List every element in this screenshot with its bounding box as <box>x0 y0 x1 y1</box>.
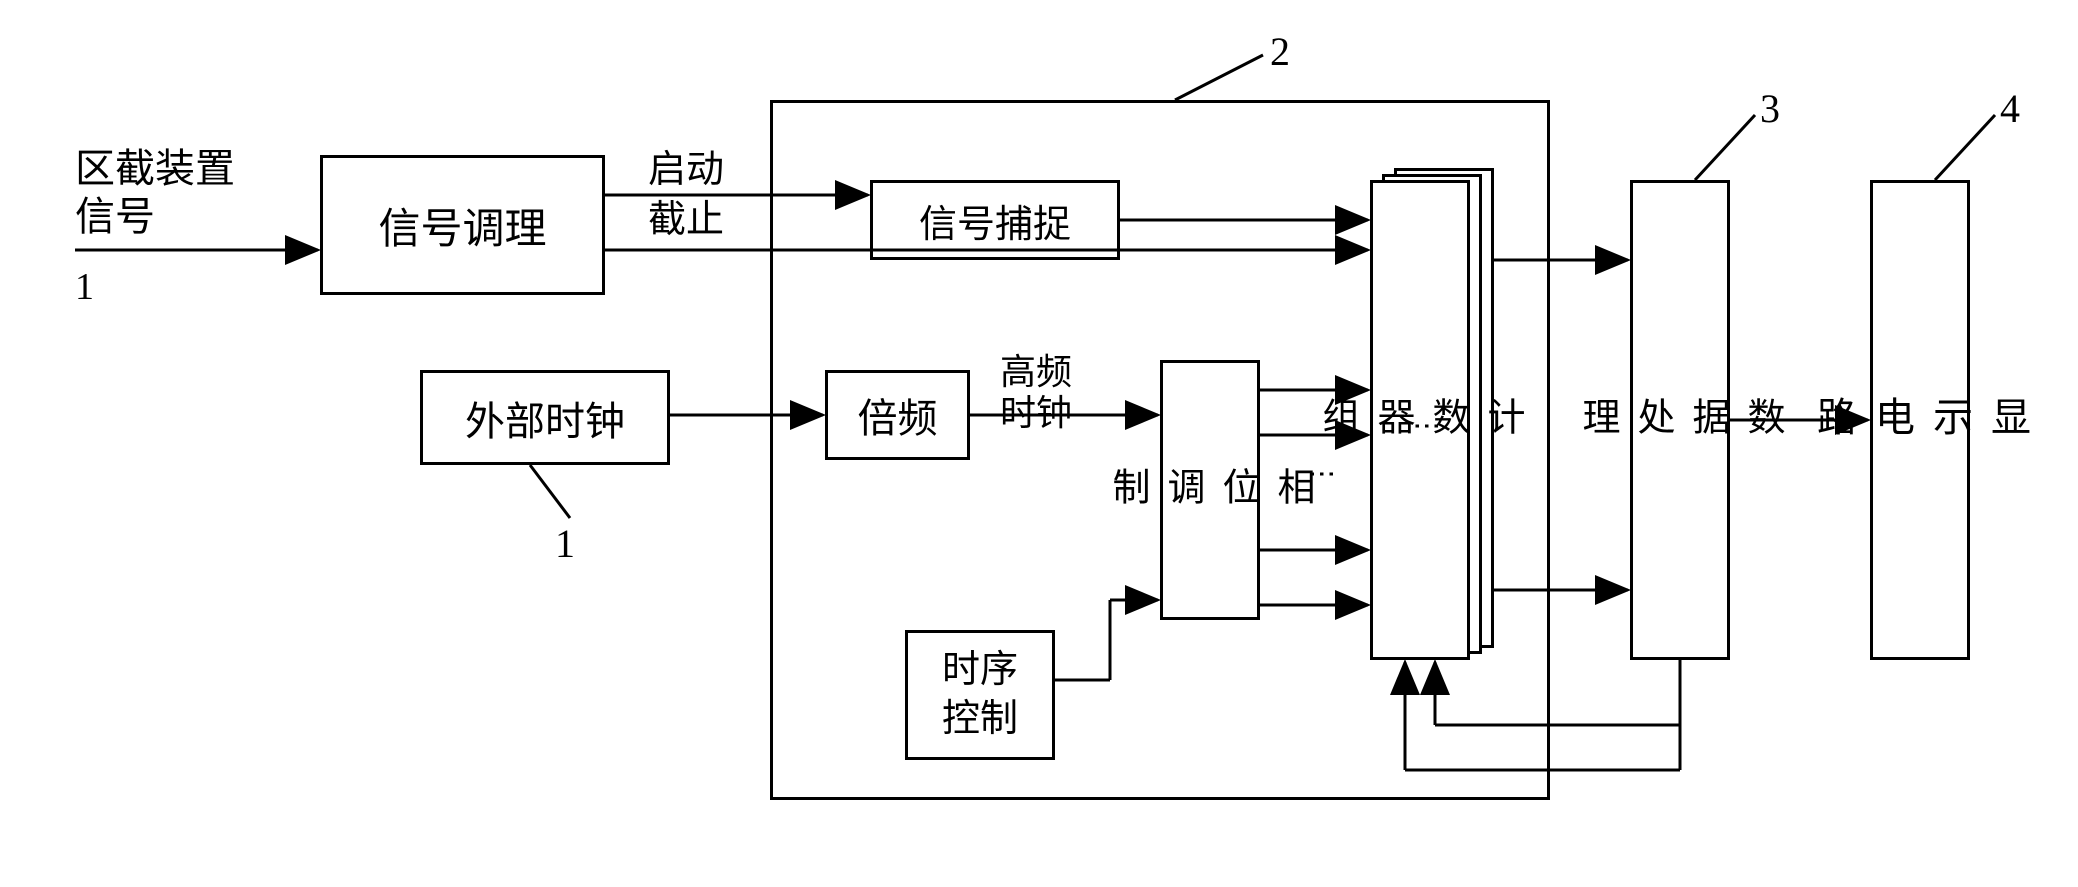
block-signal-capture: 信号捕捉 <box>870 180 1120 260</box>
edge-label-stop: 截止 <box>648 188 724 243</box>
block-external-clock: 外部时钟 <box>420 370 670 465</box>
ref-number-1-input: 1 <box>75 265 94 309</box>
block-signal-capture-label: 信号捕捉 <box>919 193 1071 248</box>
block-timing-control: 时序 控制 <box>905 630 1055 760</box>
block-signal-conditioning-label: 信号调理 <box>378 195 546 256</box>
block-phase-modulation-label: 相 位 调 制 <box>1100 467 1320 513</box>
ref-number-1-leader: 1 <box>555 520 575 567</box>
dots-phase-to-counter: ⋮ <box>1305 460 1338 485</box>
block-display-circuit: 显 示 电 路 <box>1870 180 1970 660</box>
dots-counter-internal: ⋮ <box>1410 412 1443 437</box>
block-timing-control-label: 时序 控制 <box>942 646 1018 745</box>
block-phase-modulation: 相 位 调 制 <box>1160 360 1260 620</box>
edge-label-start: 启动 <box>648 138 724 193</box>
ref-number-2: 2 <box>1270 28 1290 75</box>
block-signal-conditioning: 信号调理 <box>320 155 605 295</box>
block-multiplier: 倍频 <box>825 370 970 460</box>
ref-number-4: 4 <box>2000 85 2020 132</box>
block-display-circuit-label: 显 示 电 路 <box>1804 396 2036 444</box>
ref-number-3: 3 <box>1760 85 1780 132</box>
input-label: 区截装置 信号 <box>75 145 235 241</box>
block-multiplier-label: 倍频 <box>858 386 938 444</box>
block-external-clock-label: 外部时钟 <box>465 389 625 447</box>
edge-label-hf-clock: 高频 时钟 <box>1000 352 1072 435</box>
block-data-processing-label: 数 据 处 理 <box>1570 397 1790 443</box>
block-data-processing: 数 据 处 理 <box>1630 180 1730 660</box>
